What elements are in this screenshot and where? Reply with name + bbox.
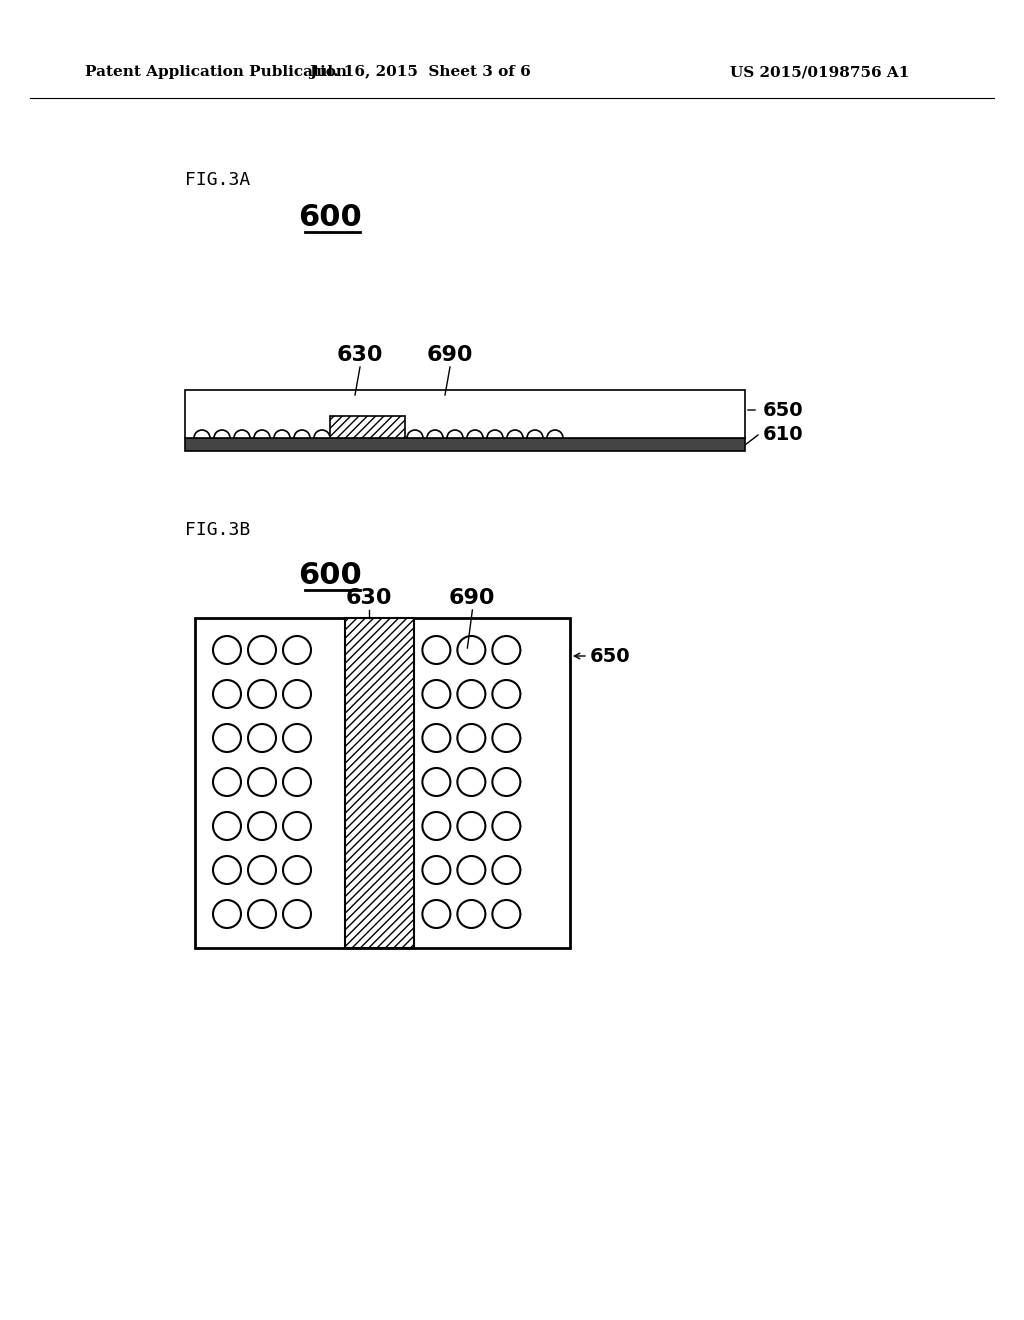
Bar (195, 618, 570, 948)
Bar (185, 389, 745, 438)
Text: 650: 650 (590, 647, 631, 665)
Text: US 2015/0198756 A1: US 2015/0198756 A1 (730, 65, 909, 79)
Text: Jul. 16, 2015  Sheet 3 of 6: Jul. 16, 2015 Sheet 3 of 6 (309, 65, 530, 79)
Text: Patent Application Publication: Patent Application Publication (85, 65, 347, 79)
Text: 650: 650 (763, 400, 804, 420)
Text: 600: 600 (298, 561, 361, 590)
Bar (345, 618, 415, 948)
Text: 690: 690 (427, 345, 473, 366)
Text: 610: 610 (763, 425, 804, 445)
Bar (185, 438, 745, 451)
Bar (330, 416, 406, 438)
Text: FIG.3B: FIG.3B (185, 521, 250, 539)
Text: 630: 630 (346, 587, 392, 609)
Text: 690: 690 (450, 587, 496, 609)
Text: 630: 630 (337, 345, 383, 366)
Text: FIG.3A: FIG.3A (185, 172, 250, 189)
Text: 600: 600 (298, 203, 361, 232)
